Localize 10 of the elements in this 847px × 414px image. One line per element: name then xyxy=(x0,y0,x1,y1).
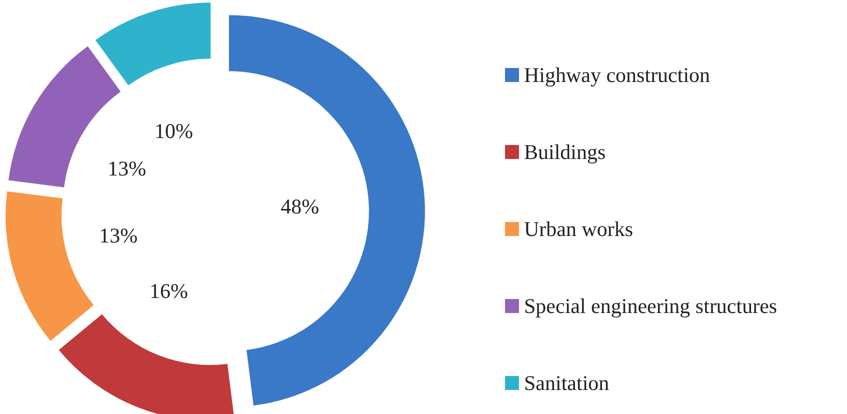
data-label: 10% xyxy=(154,119,193,144)
data-label: 16% xyxy=(149,279,188,304)
legend-label: Highway construction xyxy=(524,63,711,87)
legend-label: Buildings xyxy=(524,140,606,164)
legend-label: Special engineering structures xyxy=(524,294,778,318)
data-label: 13% xyxy=(99,224,138,248)
data-label: 13% xyxy=(108,156,146,181)
data-label: 48% xyxy=(280,194,320,219)
legend-label: Urban works xyxy=(524,217,634,241)
legend-label: Sanitation xyxy=(524,371,610,395)
